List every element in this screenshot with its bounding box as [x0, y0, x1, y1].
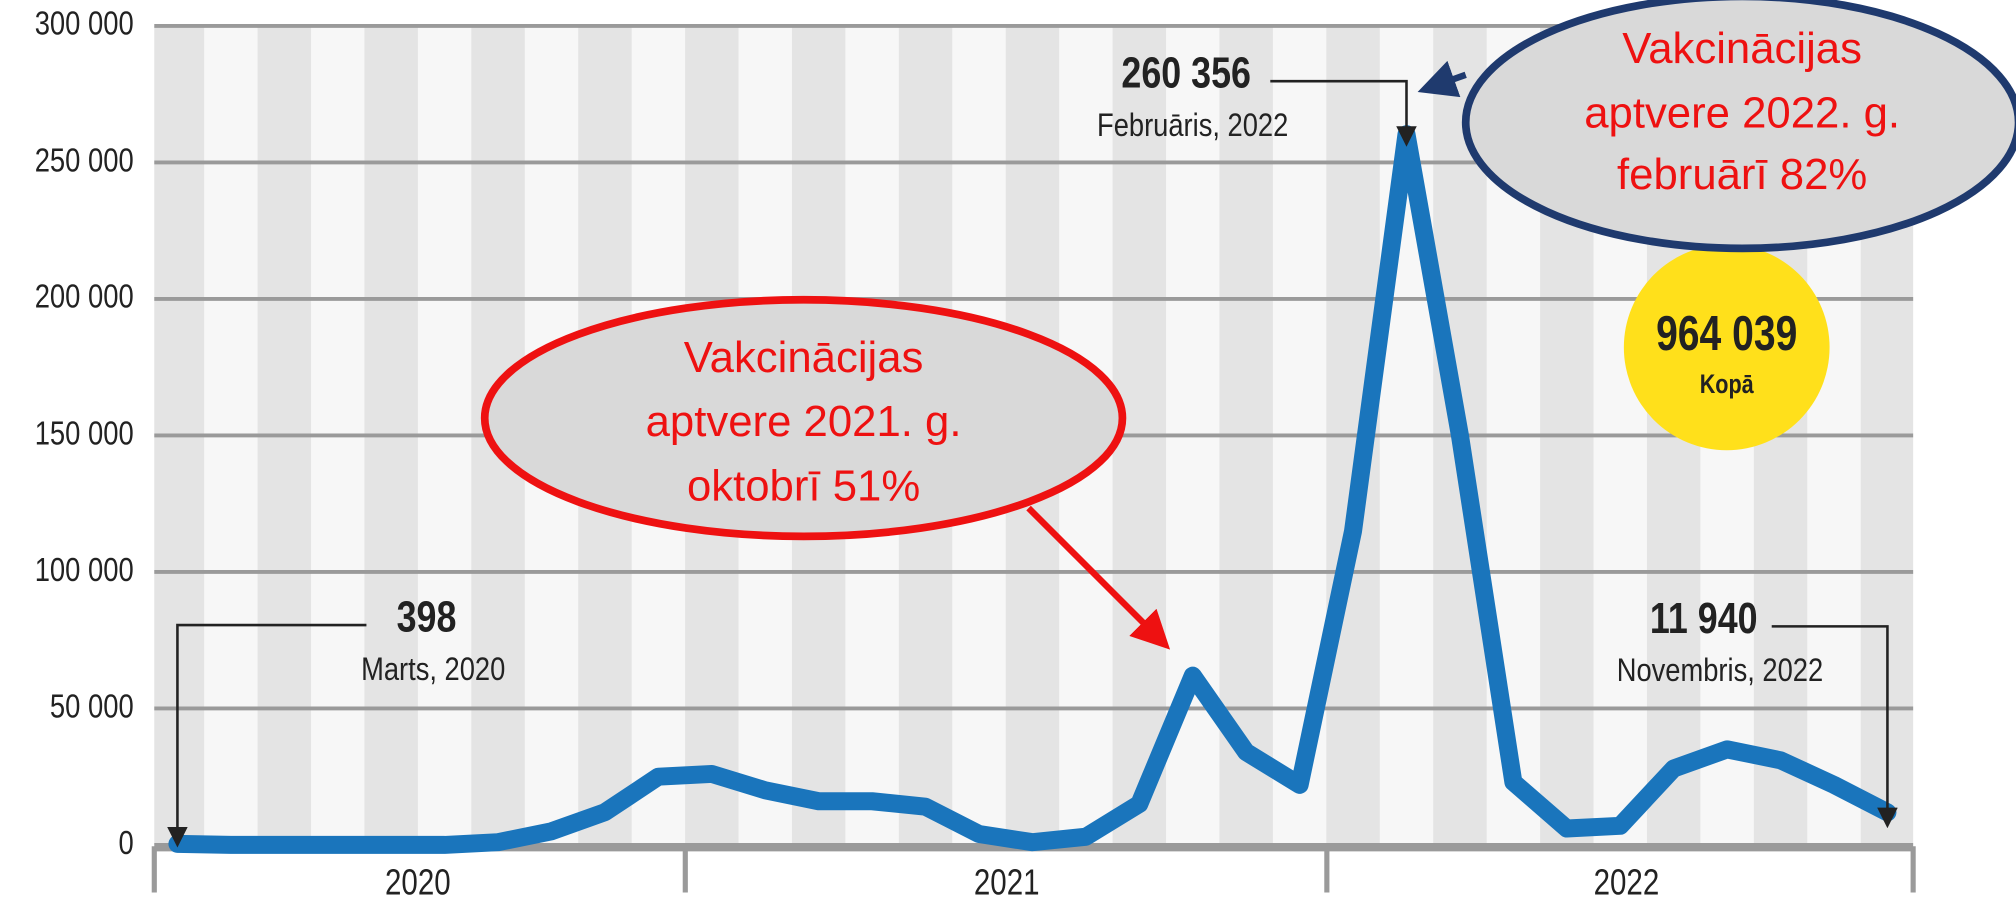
- value-label: 260 356: [1121, 49, 1251, 97]
- y-tick-label: 0: [118, 824, 133, 861]
- y-tick-label: 300 000: [35, 5, 134, 42]
- y-tick-label: 200 000: [35, 278, 134, 315]
- leader-line: [1270, 79, 1417, 147]
- total-label: 964 039: [1656, 307, 1797, 361]
- callout-bubble: [480, 295, 1127, 541]
- callout-arrow: [1026, 505, 1171, 650]
- callout-text: aptvere 2022. g.: [1584, 88, 1900, 137]
- date-label: Februāris, 2022: [1097, 108, 1288, 144]
- total-badge: [1623, 244, 1830, 451]
- year-label: 2022: [1594, 861, 1660, 901]
- callout-text: aptvere 2021. g.: [646, 397, 962, 446]
- callout-arrow: [1417, 60, 1467, 98]
- year-label: 2021: [974, 861, 1040, 901]
- leader-line: [167, 623, 367, 848]
- data-line: [168, 125, 1897, 854]
- year-label: 2020: [385, 861, 451, 901]
- value-label: 11 940: [1650, 594, 1758, 642]
- callout-text: oktobrī 51%: [687, 461, 920, 510]
- value-label: 398: [397, 593, 457, 641]
- date-label: Novembris, 2022: [1617, 653, 1823, 689]
- callout-text: februārī 82%: [1617, 150, 1867, 199]
- leader-line: [1771, 625, 1898, 829]
- y-tick-label: 100 000: [35, 551, 134, 588]
- date-label: Marts, 2020: [361, 652, 505, 688]
- callout-text: Vakcinācijas: [1622, 24, 1862, 73]
- total-caption: Kopā: [1700, 370, 1754, 400]
- y-tick-label: 250 000: [35, 142, 134, 179]
- callout-bubble: [1461, 0, 2016, 253]
- callout-text: Vakcinācijas: [684, 333, 924, 382]
- y-tick-label: 150 000: [35, 415, 134, 452]
- y-tick-label: 50 000: [50, 688, 134, 725]
